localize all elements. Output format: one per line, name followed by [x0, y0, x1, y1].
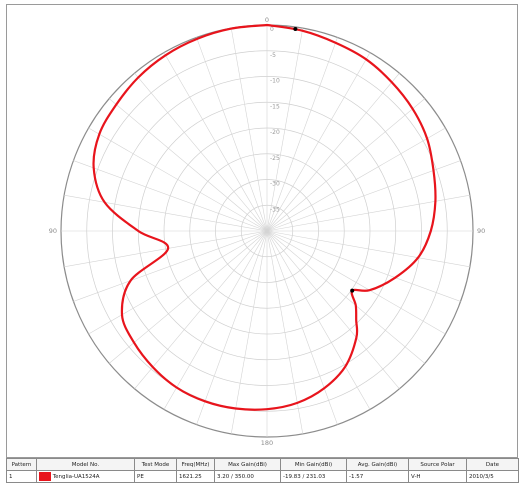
trace-marker	[293, 27, 298, 32]
series-color-swatch	[39, 472, 51, 481]
legend-header: Model No.	[36, 458, 135, 471]
radial-tick-label: -15	[270, 103, 280, 110]
legend-header: Pattern	[6, 458, 37, 471]
grid-spoke	[88, 127, 268, 232]
grid-spoke	[196, 230, 268, 425]
polar-chart-frame: -35 -30 -25 -20 -15 -10 -5 0 0 180 90 90	[6, 4, 518, 458]
legend-header: Max Gain(dBi)	[214, 458, 281, 471]
model-number: Tenglia-UA1524A	[52, 474, 100, 480]
grid-spoke	[109, 98, 268, 232]
radial-tick-label: 0	[270, 26, 274, 33]
grid-spoke	[163, 230, 268, 410]
grid-spoke	[266, 230, 461, 302]
avg-gain: -1.57	[346, 470, 409, 483]
angle-label-left: 90	[49, 227, 57, 235]
grid-spoke	[266, 28, 304, 232]
grid-spoke	[266, 230, 446, 335]
model-cell: Tenglia-UA1524A	[36, 470, 135, 483]
grid-spoke	[266, 98, 425, 232]
min-gain: -19.83 / 231.03	[280, 470, 347, 483]
grid-spoke	[73, 160, 268, 232]
radial-tick-label: -10	[270, 78, 280, 85]
grid-spoke	[266, 127, 446, 232]
grid-spoke	[266, 230, 400, 389]
grid-spoke	[109, 230, 268, 364]
grid-spoke	[134, 230, 268, 389]
legend-header: Source Polar	[408, 458, 467, 471]
trace-marker	[350, 288, 355, 293]
test-date: 2010/3/5	[466, 470, 519, 483]
grid-spoke	[266, 230, 371, 410]
grid-spoke	[266, 73, 400, 232]
grid-spoke	[64, 194, 268, 232]
radial-tick-label: -30	[270, 181, 280, 188]
radial-tick-label: -25	[270, 155, 280, 162]
radial-tick-label: -20	[270, 129, 280, 136]
grid-spoke	[88, 230, 268, 335]
angle-label-bottom: 180	[261, 439, 273, 447]
grid-spoke	[266, 230, 304, 434]
grid-spoke	[266, 52, 371, 232]
legend-table: Pattern Model No. Test Mode Freq(MHz) Ma…	[6, 458, 519, 483]
legend-header: Freq(MHz)	[176, 458, 215, 471]
grid-spoke	[266, 37, 338, 232]
angle-label-top: 0	[265, 16, 269, 24]
radial-tick-label: -35	[270, 206, 280, 213]
frequency: 1621.25	[176, 470, 215, 483]
test-mode: PE	[134, 470, 177, 483]
radial-tick-label: -5	[270, 52, 276, 59]
grid-spoke	[230, 230, 268, 434]
grid-spoke	[266, 160, 461, 232]
max-gain: 3.20 / 350.00	[214, 470, 281, 483]
grid-spoke	[266, 230, 338, 425]
legend-row: 1 Tenglia-UA1524A PE 1621.25 3.20 / 350.…	[6, 470, 519, 483]
grid-spoke	[73, 230, 268, 302]
grid-spoke	[196, 37, 268, 232]
legend-header-row: Pattern Model No. Test Mode Freq(MHz) Ma…	[6, 458, 519, 471]
legend-header: Date	[466, 458, 519, 471]
grid-spoke	[163, 52, 268, 232]
pattern-number: 1	[6, 470, 37, 483]
source-polar: V-H	[408, 470, 467, 483]
legend-header: Avg. Gain(dBi)	[346, 458, 409, 471]
grid-spoke	[266, 230, 425, 364]
pattern-trace	[92, 23, 437, 411]
angle-label-right: 90	[477, 227, 485, 235]
polar-chart: -35 -30 -25 -20 -15 -10 -5 0 0 180 90 90	[49, 16, 486, 447]
grid-spoke	[64, 230, 268, 268]
grid-spoke	[230, 28, 268, 232]
legend-header: Min Gain(dBi)	[280, 458, 347, 471]
grid-spoke	[266, 230, 470, 268]
grid-spoke	[134, 73, 268, 232]
legend-header: Test Mode	[134, 458, 177, 471]
